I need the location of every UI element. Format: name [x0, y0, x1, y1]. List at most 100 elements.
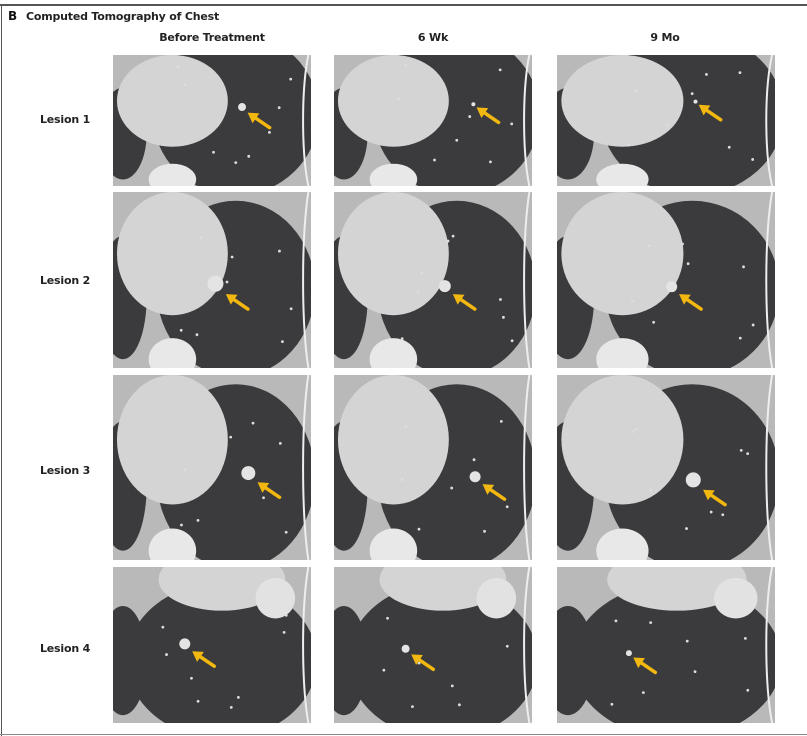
- vessel: [476, 577, 517, 619]
- ct-content: [334, 55, 532, 186]
- rib: [523, 192, 531, 368]
- pulmonary-vessel: [411, 705, 414, 709]
- arrow-icon: [411, 654, 423, 665]
- arrow-icon: [257, 482, 270, 493]
- pulmonary-vessel: [251, 421, 255, 425]
- frame-top-border: [0, 4, 807, 6]
- ct-content: [557, 375, 775, 560]
- pulmonary-vessel: [666, 123, 670, 127]
- vertebra: [148, 528, 197, 560]
- ct-content: [557, 55, 775, 186]
- mediastinum: [337, 55, 449, 147]
- pulmonary-vessel: [742, 265, 745, 269]
- diaphragm-dome: [607, 567, 747, 611]
- pulmonary-vessel: [433, 158, 436, 162]
- lesion: [179, 638, 191, 650]
- mediastinum: [116, 192, 228, 316]
- vessel: [255, 577, 296, 619]
- diaphragm-dome: [379, 567, 507, 611]
- pulmonary-vessel: [199, 236, 203, 240]
- pulmonary-vessel: [510, 122, 514, 126]
- ct-image-lesion-3-before: [113, 375, 311, 560]
- pulmonary-vessel: [627, 143, 630, 147]
- pulmonary-vessel: [738, 336, 742, 340]
- lesion: [438, 280, 451, 293]
- rib: [302, 192, 310, 368]
- pulmonary-vessel: [417, 661, 421, 665]
- pulmonary-vessel: [229, 706, 233, 709]
- pulmonary-vessel: [652, 320, 656, 324]
- column-header-before-treatment: Before Treatment: [159, 31, 265, 44]
- mediastinum: [337, 375, 449, 505]
- rib: [302, 567, 310, 723]
- lesion: [666, 281, 678, 293]
- rib: [523, 55, 531, 186]
- pulmonary-vessel: [397, 97, 401, 101]
- pulmonary-vessel: [225, 280, 229, 284]
- pulmonary-vessel: [400, 337, 404, 341]
- rib: [765, 55, 774, 186]
- pulmonary-vessel: [743, 636, 747, 640]
- ct-image-lesion-2-9mo: [557, 192, 775, 368]
- arrow-icon: [698, 104, 711, 116]
- arrow-icon: [703, 489, 715, 501]
- pulmonary-vessel: [751, 158, 755, 161]
- column-header-6-wk: 6 Wk: [417, 31, 449, 44]
- lung-field-left: [557, 606, 595, 716]
- pulmonary-vessel: [721, 513, 725, 517]
- vertebra: [148, 163, 197, 186]
- row-label-lesion-2: Lesion 2: [39, 274, 91, 287]
- pulmonary-vessel: [446, 239, 450, 243]
- lesion: [469, 471, 481, 483]
- diaphragm-dome: [158, 567, 286, 611]
- pulmonary-vessel: [681, 242, 684, 246]
- pulmonary-vessel: [196, 699, 200, 703]
- pulmonary-vessel: [236, 695, 240, 699]
- ct-content: [113, 192, 311, 368]
- pulmonary-vessel: [648, 244, 651, 248]
- pulmonary-vessel: [690, 92, 694, 96]
- ct-image-lesion-2-6wk: [334, 192, 532, 368]
- pulmonary-vessel: [450, 486, 454, 490]
- pulmonary-vessel: [278, 441, 282, 445]
- pulmonary-vessel: [489, 160, 492, 164]
- pulmonary-vessel: [195, 333, 199, 337]
- ct-image-lesion-2-before: [113, 192, 311, 368]
- ct-image-lesion-4-before: [113, 567, 311, 723]
- pulmonary-vessel: [268, 130, 271, 134]
- pulmonary-vessel: [685, 527, 688, 530]
- pulmonary-vessel: [503, 612, 507, 616]
- pulmonary-vessel: [277, 106, 281, 110]
- pulmonary-vessel: [630, 299, 634, 303]
- arrow-icon: [225, 294, 238, 305]
- arrow-icon: [679, 294, 691, 305]
- arrow-icon: [476, 107, 489, 118]
- pulmonary-vessel: [634, 428, 638, 432]
- pulmonary-vessel: [289, 77, 293, 81]
- pulmonary-vessel: [746, 688, 750, 692]
- pulmonary-vessel: [510, 339, 514, 343]
- pulmonary-vessel: [196, 518, 200, 522]
- lesion: [693, 99, 698, 104]
- pulmonary-vessel: [229, 435, 233, 439]
- ct-image-lesion-1-before: [113, 55, 311, 186]
- vertebra: [369, 163, 418, 186]
- lesion: [238, 103, 247, 112]
- pulmonary-vessel: [685, 639, 689, 643]
- pulmonary-vessel: [212, 150, 215, 154]
- pulmonary-vessel: [404, 63, 408, 67]
- ct-image-lesion-1-6wk: [334, 55, 532, 186]
- lesion: [207, 275, 224, 292]
- pulmonary-vessel: [416, 290, 420, 294]
- ct-content: [113, 567, 311, 723]
- mediastinum: [561, 375, 684, 505]
- pulmonary-vessel: [404, 425, 408, 428]
- pulmonary-vessel: [401, 478, 404, 482]
- pulmonary-vessel: [649, 488, 652, 492]
- arrow-icon: [482, 484, 495, 495]
- pulmonary-vessel: [161, 625, 165, 629]
- row-label-lesion-4: Lesion 4: [39, 642, 91, 655]
- pulmonary-vessel: [505, 505, 509, 509]
- pulmonary-vessel: [176, 65, 180, 69]
- ct-content: [557, 567, 775, 723]
